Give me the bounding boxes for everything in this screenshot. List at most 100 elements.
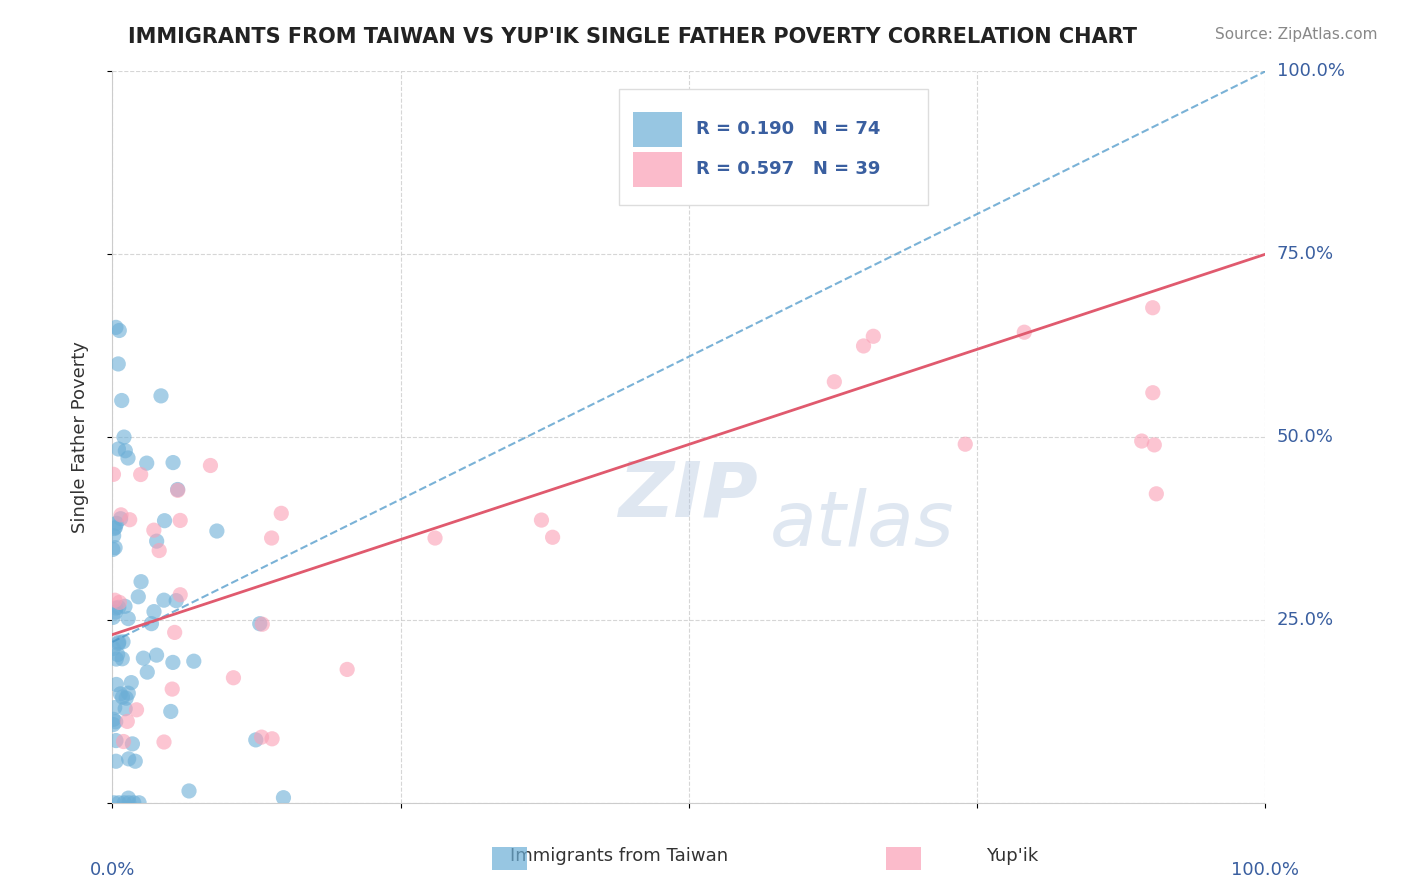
Point bbox=[104, 605, 127, 619]
Text: 100.0%: 100.0% bbox=[1277, 62, 1346, 80]
Point bbox=[118, 513, 141, 527]
Text: 100.0%: 100.0% bbox=[1232, 862, 1299, 880]
Point bbox=[132, 651, 155, 665]
Point bbox=[118, 752, 141, 766]
Point bbox=[107, 600, 129, 615]
Point bbox=[112, 796, 135, 810]
Point bbox=[852, 339, 875, 353]
Point bbox=[955, 437, 977, 451]
Point bbox=[117, 686, 139, 700]
Point bbox=[108, 595, 131, 609]
Point bbox=[270, 506, 292, 520]
Point bbox=[273, 790, 295, 805]
Point bbox=[249, 616, 271, 631]
Point bbox=[105, 677, 128, 691]
Point bbox=[153, 593, 176, 607]
Point bbox=[122, 796, 145, 810]
Point bbox=[177, 784, 200, 798]
Point bbox=[222, 671, 245, 685]
Point bbox=[103, 641, 125, 656]
Point bbox=[125, 703, 148, 717]
Point bbox=[530, 513, 553, 527]
Point bbox=[107, 636, 129, 650]
Point bbox=[103, 712, 125, 726]
Point bbox=[105, 754, 128, 768]
Point bbox=[135, 456, 157, 470]
Point bbox=[336, 662, 359, 676]
Point bbox=[111, 634, 134, 648]
Point bbox=[111, 652, 134, 666]
Point bbox=[103, 717, 125, 731]
Point bbox=[112, 734, 135, 748]
Point bbox=[104, 593, 127, 607]
Point bbox=[823, 375, 845, 389]
Point bbox=[105, 652, 128, 666]
Point bbox=[1144, 487, 1167, 501]
Point bbox=[260, 531, 283, 545]
Point bbox=[169, 588, 191, 602]
Point bbox=[110, 508, 132, 522]
Point bbox=[107, 648, 129, 662]
Point bbox=[104, 714, 127, 729]
Point bbox=[115, 691, 138, 706]
Point bbox=[252, 617, 274, 632]
Point bbox=[148, 543, 170, 558]
Point bbox=[129, 574, 152, 589]
Y-axis label: Single Father Poverty: Single Father Poverty bbox=[70, 341, 89, 533]
Point bbox=[107, 635, 129, 649]
Point bbox=[101, 542, 124, 557]
Text: Source: ZipAtlas.com: Source: ZipAtlas.com bbox=[1215, 27, 1378, 42]
Point bbox=[110, 512, 132, 526]
Point bbox=[128, 796, 150, 810]
Text: R = 0.597   N = 39: R = 0.597 N = 39 bbox=[696, 161, 880, 178]
Point bbox=[183, 654, 205, 668]
Point bbox=[1142, 301, 1164, 315]
Point bbox=[121, 737, 143, 751]
Text: ZIP: ZIP bbox=[619, 458, 759, 533]
Point bbox=[153, 514, 176, 528]
Point bbox=[110, 687, 132, 701]
Point bbox=[124, 754, 146, 768]
Point bbox=[117, 714, 139, 729]
Point bbox=[136, 665, 159, 680]
Point bbox=[104, 700, 127, 714]
Point bbox=[120, 675, 142, 690]
Point bbox=[245, 732, 267, 747]
Point bbox=[104, 541, 127, 555]
Point bbox=[103, 522, 125, 536]
Text: IMMIGRANTS FROM TAIWAN VS YUP'IK SINGLE FATHER POVERTY CORRELATION CHART: IMMIGRANTS FROM TAIWAN VS YUP'IK SINGLE … bbox=[128, 27, 1137, 46]
Point bbox=[1142, 385, 1164, 400]
Point bbox=[163, 625, 186, 640]
Point bbox=[262, 731, 284, 746]
Point bbox=[423, 531, 446, 545]
Point bbox=[205, 524, 228, 538]
Point bbox=[114, 701, 136, 715]
Text: 50.0%: 50.0% bbox=[1277, 428, 1334, 446]
Point bbox=[108, 796, 131, 810]
Point bbox=[145, 534, 167, 549]
Text: R = 0.190   N = 74: R = 0.190 N = 74 bbox=[696, 120, 880, 138]
Text: 25.0%: 25.0% bbox=[1277, 611, 1334, 629]
Point bbox=[150, 389, 173, 403]
Point bbox=[166, 483, 188, 498]
Point bbox=[1143, 438, 1166, 452]
Point bbox=[107, 442, 129, 456]
Point bbox=[104, 601, 127, 615]
Point bbox=[127, 590, 149, 604]
Text: Yup'ik: Yup'ik bbox=[986, 847, 1039, 865]
Point bbox=[101, 610, 124, 624]
Point bbox=[105, 516, 128, 531]
Point bbox=[162, 456, 184, 470]
Point bbox=[145, 648, 167, 662]
Point bbox=[165, 593, 187, 607]
Point bbox=[141, 616, 163, 631]
Point bbox=[112, 430, 135, 444]
Point bbox=[200, 458, 222, 473]
Text: 0.0%: 0.0% bbox=[90, 862, 135, 880]
Point bbox=[143, 605, 166, 619]
Point bbox=[103, 796, 125, 810]
Point bbox=[117, 612, 139, 626]
Point bbox=[103, 467, 125, 482]
Point bbox=[541, 530, 564, 544]
Point bbox=[104, 520, 127, 534]
